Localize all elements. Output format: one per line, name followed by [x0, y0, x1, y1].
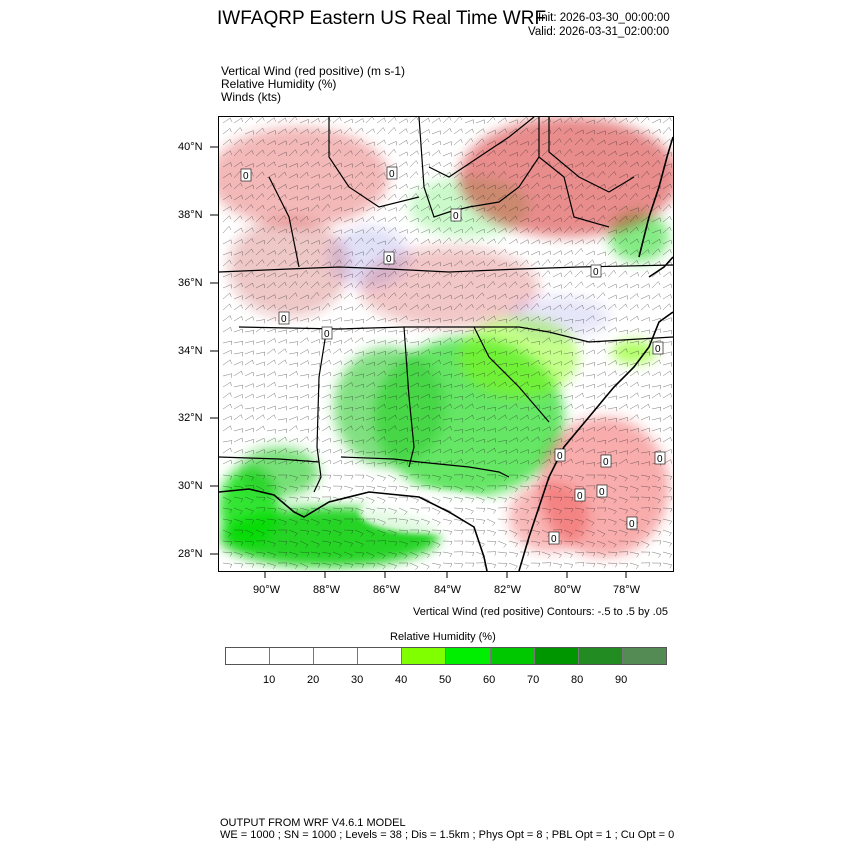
colorbar-segment	[446, 648, 491, 664]
contour-note: Vertical Wind (red positive) Contours: -…	[413, 606, 668, 618]
svg-text:0: 0	[593, 267, 599, 278]
lon-label-82w: 82°W	[494, 584, 522, 596]
lat-label-28n: 28°N	[178, 548, 203, 560]
svg-text:0: 0	[324, 329, 330, 340]
colorbar-segment	[578, 648, 623, 664]
lat-label-38n: 38°N	[178, 209, 203, 221]
lon-label-86w: 86°W	[373, 584, 401, 596]
colorbar-tick: 50	[439, 674, 452, 686]
colorbar-segment	[402, 648, 447, 664]
lon-label-84w: 84°W	[434, 584, 462, 596]
svg-text:0: 0	[577, 491, 583, 502]
colorbar-segment	[314, 648, 359, 664]
lon-label-80w: 80°W	[554, 584, 582, 596]
valid-time: Valid: 2026-03-31_02:00:00	[528, 26, 670, 38]
colorbar-tick: 60	[483, 674, 496, 686]
map-canvas: 0 0 0 0 0 0 0 0 0 0 0 0 0 0 0	[219, 117, 673, 571]
lat-label-34n: 34°N	[178, 345, 203, 357]
wind-barbs	[222, 117, 673, 570]
svg-text:0: 0	[551, 534, 557, 545]
lat-label-32n: 32°N	[178, 412, 203, 424]
contour-labels: 0 0 0 0 0 0 0 0 0 0 0 0 0 0 0	[240, 166, 666, 545]
svg-text:0: 0	[557, 451, 563, 462]
colorbar-segment	[622, 648, 666, 664]
svg-text:0: 0	[603, 457, 609, 468]
svg-text:0: 0	[655, 344, 661, 355]
colorbar-segment	[490, 648, 535, 664]
colorbar-tick: 10	[263, 674, 276, 686]
lat-label-36n: 36°N	[178, 277, 203, 289]
svg-text:0: 0	[453, 211, 459, 222]
svg-text:0: 0	[281, 314, 287, 325]
footer-model-line: OUTPUT FROM WRF V4.6.1 MODEL	[220, 817, 406, 829]
colorbar-segment	[226, 648, 271, 664]
plot-title: IWFAQRP Eastern US Real Time WRF	[217, 8, 547, 29]
colorbar-tick: 80	[571, 674, 584, 686]
colorbar-tick: 30	[351, 674, 364, 686]
colorbar-title: Relative Humidity (%)	[390, 631, 496, 643]
colorbar-tick: 90	[615, 674, 628, 686]
map-panel: 0 0 0 0 0 0 0 0 0 0 0 0 0 0 0	[218, 116, 674, 572]
colorbar-tick: 20	[307, 674, 320, 686]
colorbar-segment	[534, 648, 579, 664]
svg-text:0: 0	[599, 487, 605, 498]
init-time: Init: 2026-03-30_00:00:00	[538, 12, 670, 24]
variable-label-winds: Winds (kts)	[221, 90, 281, 104]
svg-text:0: 0	[389, 169, 395, 180]
colorbar-segment	[270, 648, 315, 664]
lat-label-30n: 30°N	[178, 480, 203, 492]
humidity-colorbar	[225, 647, 667, 665]
coastline	[219, 136, 673, 571]
lon-label-90w: 90°W	[253, 584, 281, 596]
colorbar-tick: 70	[527, 674, 540, 686]
footer-config-line: WE = 1000 ; SN = 1000 ; Levels = 38 ; Di…	[220, 829, 675, 841]
variable-label-relative-humidity: Relative Humidity (%)	[221, 77, 337, 91]
colorbar-tick: 40	[395, 674, 408, 686]
lat-ticks	[210, 146, 219, 555]
svg-text:0: 0	[243, 171, 249, 182]
lon-label-88w: 88°W	[313, 584, 341, 596]
variable-label-vertical-wind: Vertical Wind (red positive) (m s-1)	[221, 64, 406, 78]
svg-text:0: 0	[386, 254, 392, 265]
lon-label-78w: 78°W	[613, 584, 641, 596]
state-boundaries	[219, 117, 673, 493]
lat-label-40n: 40°N	[178, 141, 203, 153]
svg-text:0: 0	[657, 454, 663, 465]
svg-text:0: 0	[629, 519, 635, 530]
colorbar-segment	[358, 648, 403, 664]
